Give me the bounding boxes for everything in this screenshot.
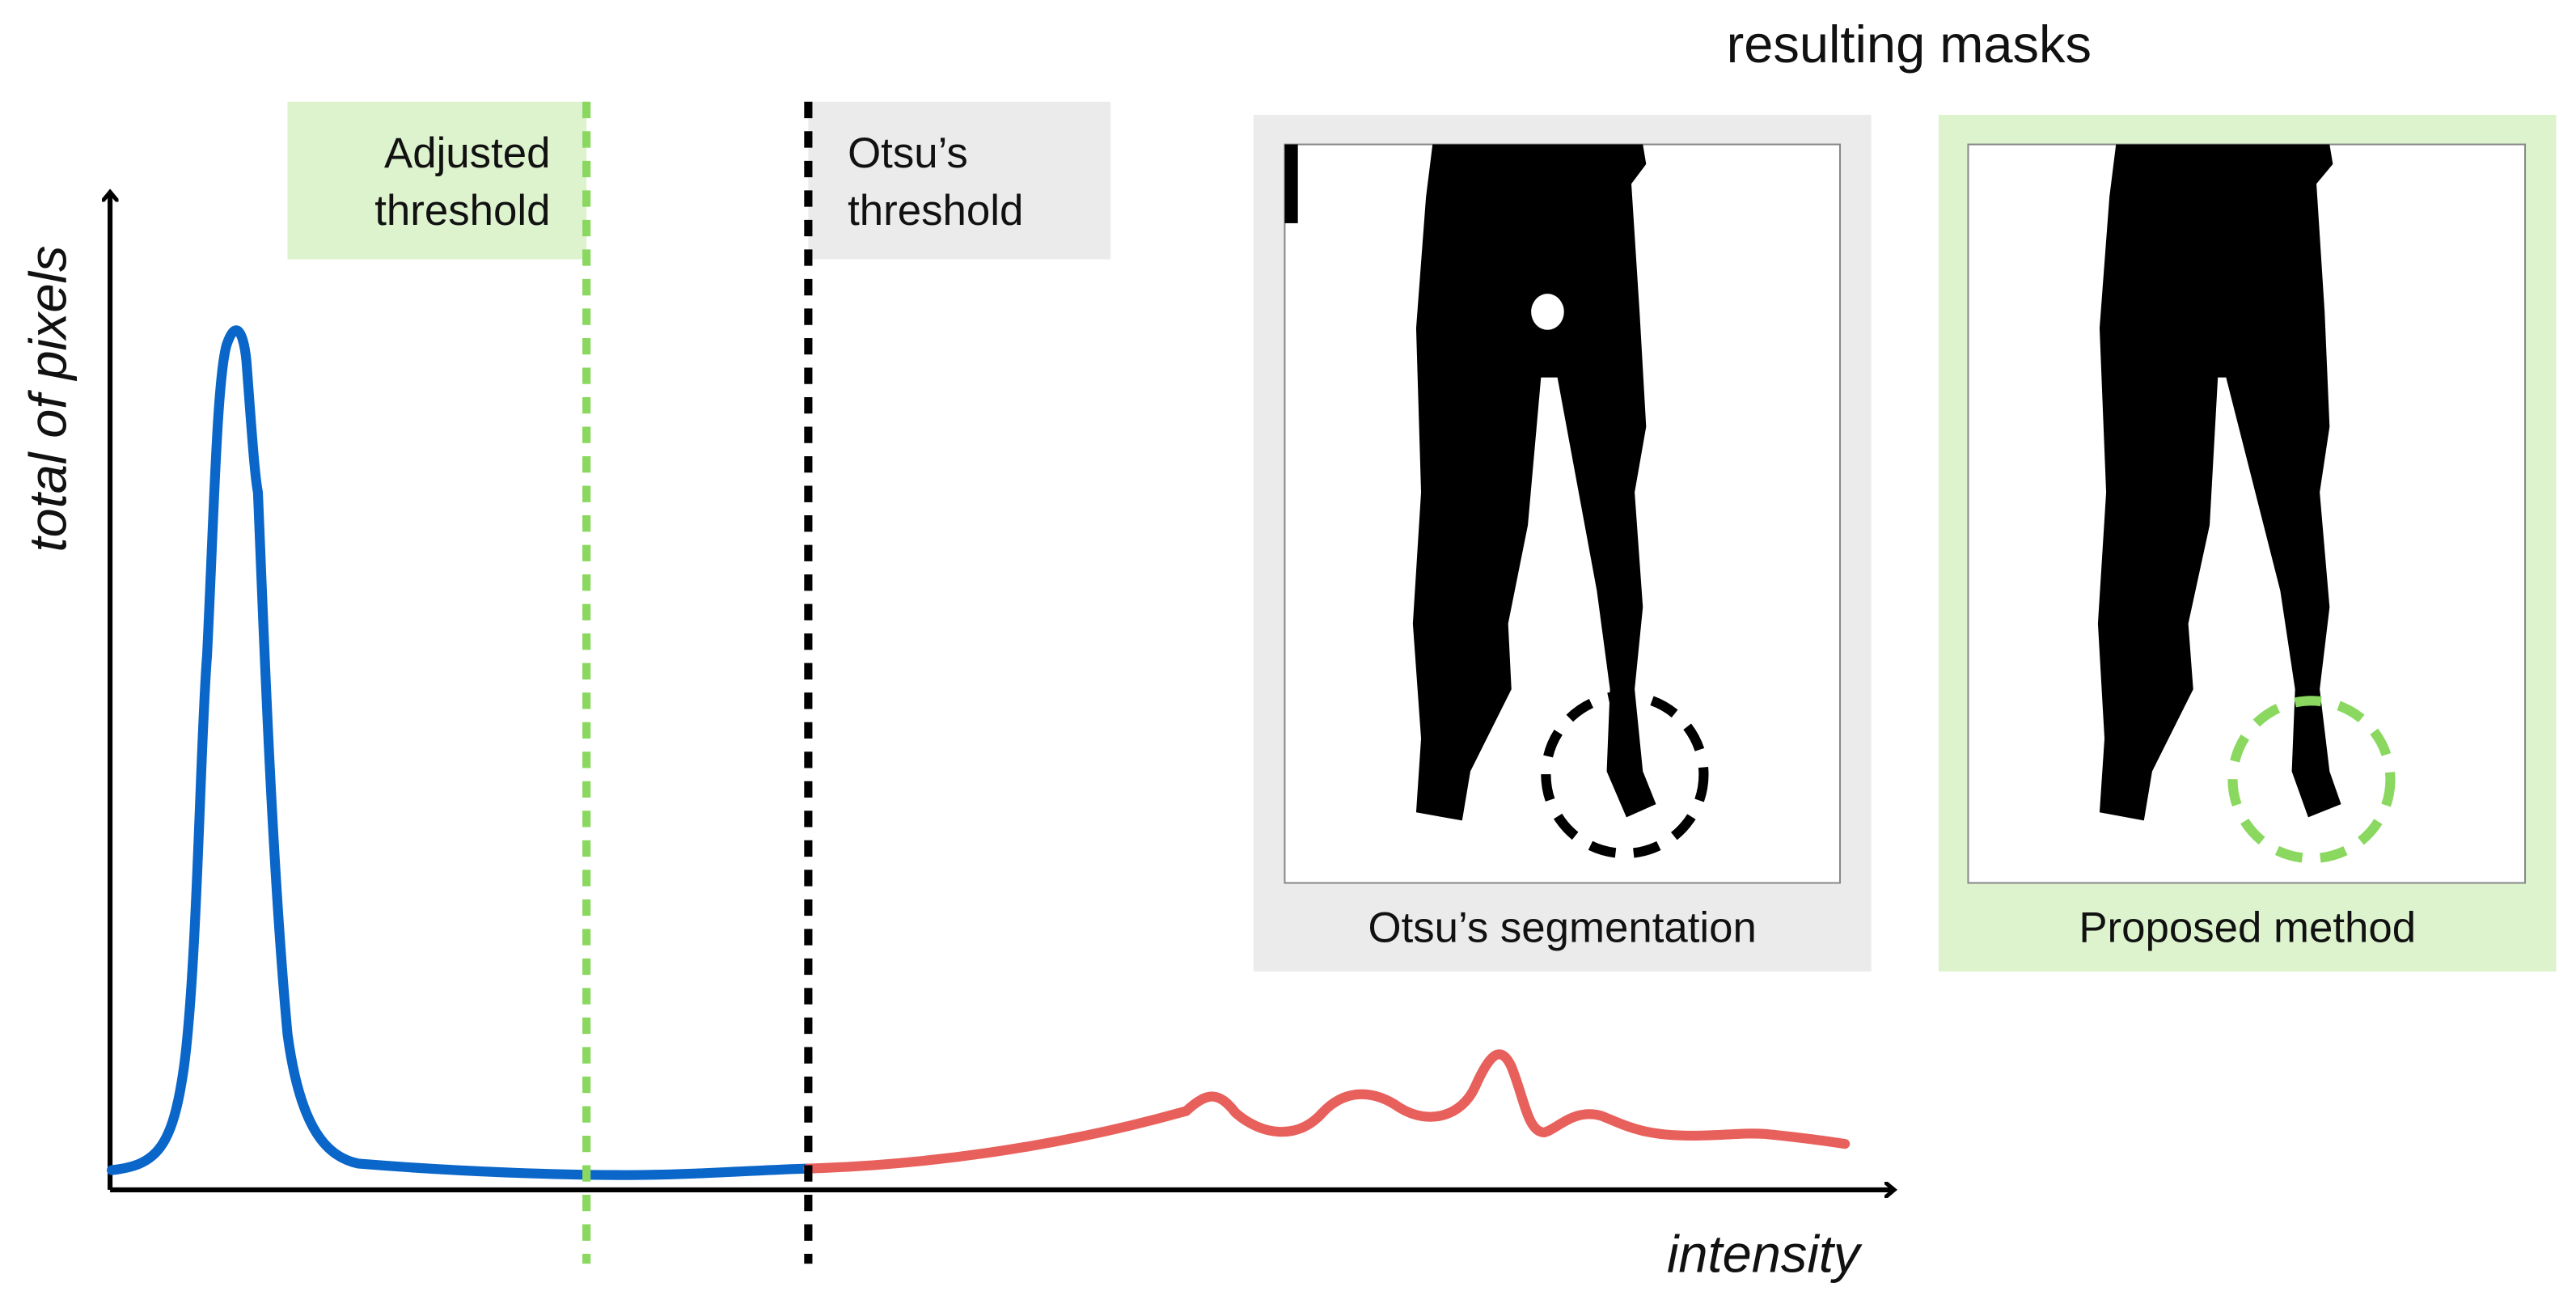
otsu-label: Otsu’s [848,129,968,177]
title: resulting masks [1727,15,2092,74]
histogram-high [803,1049,1851,1174]
adjusted-label-box [287,101,587,260]
otsu-highlight [1541,691,1709,859]
y-axis-label: total of pixels [18,246,77,552]
proposed-highlight [2227,696,2396,864]
adjusted-label: Adjusted [384,129,550,177]
otsu-label: threshold [848,187,1023,235]
histogram-low [107,325,814,1180]
proposed-caption: Proposed method [2079,904,2416,952]
otsu-label-box [808,101,1111,260]
otsu-caption: Otsu’s segmentation [1368,904,1757,952]
otsu-silhouette [1412,144,1656,821]
x-axis-label: intensity [1667,1224,1863,1283]
proposed-silhouette [2097,144,2341,821]
adjusted-label: threshold [374,187,550,235]
otsu-hole [1531,294,1564,330]
otsu-artifact [1284,144,1298,223]
